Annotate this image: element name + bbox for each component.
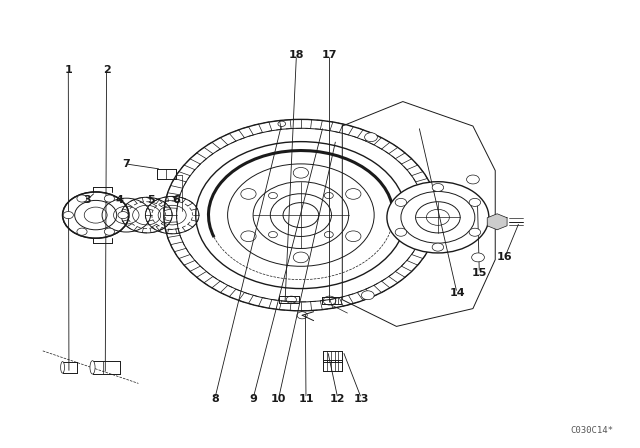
Text: 9: 9 — [249, 393, 257, 404]
Text: 6: 6 — [173, 194, 180, 205]
Text: 3: 3 — [84, 194, 92, 205]
Text: 2: 2 — [102, 65, 111, 75]
Circle shape — [77, 195, 87, 202]
Text: 7: 7 — [122, 159, 129, 169]
Text: 16: 16 — [497, 252, 513, 263]
Circle shape — [387, 182, 489, 253]
Text: 15: 15 — [472, 268, 487, 278]
Text: 8: 8 — [211, 393, 219, 404]
Text: 5: 5 — [147, 194, 155, 205]
Text: 14: 14 — [449, 288, 465, 298]
Circle shape — [365, 133, 378, 142]
Circle shape — [467, 175, 479, 184]
Text: 12: 12 — [330, 393, 346, 404]
Text: 1: 1 — [65, 65, 72, 75]
Circle shape — [118, 211, 128, 219]
Circle shape — [395, 198, 406, 207]
Ellipse shape — [61, 362, 65, 373]
Circle shape — [395, 228, 406, 236]
Ellipse shape — [90, 361, 95, 374]
Text: 10: 10 — [271, 393, 286, 404]
Circle shape — [104, 228, 115, 235]
Text: 11: 11 — [298, 393, 314, 404]
Circle shape — [432, 184, 444, 191]
Circle shape — [77, 228, 87, 235]
Circle shape — [164, 119, 438, 311]
Text: C030C14*: C030C14* — [570, 426, 613, 435]
Circle shape — [63, 211, 74, 219]
Circle shape — [469, 228, 481, 236]
Circle shape — [432, 243, 444, 251]
Circle shape — [469, 198, 481, 207]
Text: 18: 18 — [289, 50, 304, 60]
Text: 17: 17 — [322, 50, 337, 60]
Circle shape — [104, 195, 115, 202]
Circle shape — [362, 291, 374, 300]
Text: 13: 13 — [354, 393, 369, 404]
Circle shape — [472, 253, 484, 262]
Circle shape — [63, 192, 129, 238]
Text: 4: 4 — [115, 194, 124, 205]
Polygon shape — [487, 214, 507, 230]
Polygon shape — [342, 102, 495, 327]
